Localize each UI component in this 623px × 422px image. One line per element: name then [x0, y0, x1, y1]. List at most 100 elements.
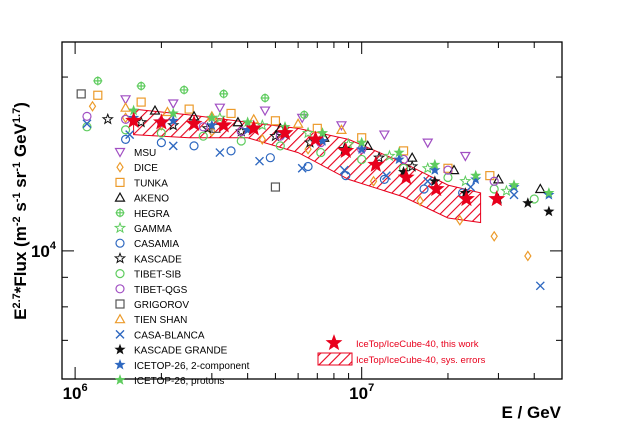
- data-point: [529, 194, 539, 204]
- data-point: [206, 119, 218, 131]
- data-point: [297, 163, 307, 173]
- tick-labels: 106 107 104: [31, 240, 374, 403]
- data-point: [304, 143, 312, 155]
- series-casa-blanca: [82, 119, 545, 291]
- legend-left: MSU DICE TUNKA AKENO HEGRA GAMMA CASAMIA KASCAD…: [113, 147, 250, 387]
- legend-item: DICE: [116, 161, 158, 174]
- data-point: [316, 147, 326, 158]
- data-point: [215, 148, 225, 158]
- legend-marker: [113, 251, 127, 264]
- legend-item: GAMMA: [113, 221, 172, 235]
- data-point: [270, 182, 281, 192]
- data-point: [82, 111, 92, 121]
- data-point: [189, 141, 199, 151]
- data-point: [184, 104, 194, 114]
- legend-marker: [115, 299, 125, 309]
- data-point: [427, 180, 445, 197]
- data-point: [406, 160, 419, 172]
- data-point: [393, 146, 405, 158]
- data-point: [125, 111, 143, 128]
- data-point: [167, 107, 179, 119]
- data-point: [524, 250, 532, 262]
- series-casamia: [120, 134, 468, 198]
- legend-label: ICETOP-26, 2-component: [134, 361, 250, 372]
- data-point: [459, 151, 471, 162]
- legend-marker: [114, 374, 126, 385]
- data-point: [214, 103, 226, 114]
- data-point: [82, 119, 92, 129]
- data-point: [101, 112, 114, 125]
- data-point: [88, 100, 97, 112]
- data-point: [219, 89, 229, 99]
- data-point: [488, 190, 506, 207]
- data-point: [443, 172, 453, 183]
- data-point: [489, 176, 499, 186]
- data-point: [76, 89, 86, 99]
- legend-label: TUNKA: [134, 178, 168, 189]
- data-point: [185, 114, 203, 131]
- series-tien-shan: [120, 101, 347, 134]
- data-point: [167, 99, 179, 110]
- legend-item: IceTop/IceCube-40, this work: [325, 334, 479, 351]
- data-point: [367, 155, 385, 172]
- data-point: [383, 149, 396, 162]
- series-hegra: [93, 76, 309, 120]
- legend-item: GRIGOROV: [115, 299, 189, 311]
- legend-marker: [115, 269, 125, 279]
- data-point: [258, 133, 267, 145]
- data-point: [397, 168, 415, 185]
- data-point: [167, 114, 179, 126]
- data-point: [198, 131, 208, 141]
- data-point: [379, 174, 389, 184]
- legend-label: GRIGOROV: [134, 300, 189, 311]
- legend-marker: [114, 147, 126, 158]
- data-point: [312, 123, 322, 133]
- legend-marker: [115, 208, 125, 218]
- legend-label: IceTop/IceCube-40, sys. errors: [356, 355, 486, 366]
- legend-item: ICETOP-26, protons: [114, 374, 224, 387]
- data-point: [356, 143, 368, 154]
- data-point: [260, 93, 270, 103]
- data-point: [534, 183, 546, 194]
- data-point: [242, 116, 254, 128]
- x-axis-label: E / GeV: [501, 403, 561, 422]
- data-point: [335, 124, 347, 134]
- legend-label: GAMMA: [134, 224, 172, 235]
- legend-marker: [115, 329, 125, 339]
- legend-label: KASCADE: [134, 254, 182, 265]
- data-point: [485, 171, 495, 181]
- data-point: [93, 76, 103, 86]
- data-point: [215, 116, 233, 133]
- legend-marker: [113, 221, 127, 234]
- data-point: [232, 116, 244, 127]
- legend-item: MSU: [114, 147, 156, 159]
- data-point: [508, 179, 520, 190]
- legend-label: TIBET-QGS: [134, 285, 188, 296]
- legend-marker: [116, 161, 124, 173]
- legend-label: ICETOP-26, protons: [134, 376, 224, 387]
- data-point: [372, 151, 386, 163]
- legend-marker: [114, 313, 126, 324]
- data-point: [543, 187, 555, 198]
- legend-right: IceTop/IceCube-40, this work IceTop/IceCu…: [317, 334, 486, 366]
- legend-marker: [114, 358, 126, 370]
- legend-marker: [115, 284, 125, 294]
- data-point: [357, 154, 367, 165]
- data-point: [369, 175, 378, 187]
- data-point: [381, 171, 391, 181]
- data-point: [316, 127, 329, 138]
- data-point: [500, 184, 513, 197]
- data-point: [136, 97, 146, 107]
- data-point: [429, 175, 441, 187]
- x-tick-label: 107: [349, 382, 374, 403]
- data-point: [535, 281, 545, 291]
- data-point: [378, 130, 390, 141]
- data-point: [299, 110, 309, 120]
- data-point: [270, 116, 281, 126]
- legend-label: HEGRA: [134, 209, 170, 220]
- data-point: [152, 113, 170, 130]
- data-point: [466, 182, 476, 192]
- y-tick-label: 104: [31, 240, 57, 261]
- data-point: [342, 137, 355, 150]
- data-point: [275, 141, 285, 151]
